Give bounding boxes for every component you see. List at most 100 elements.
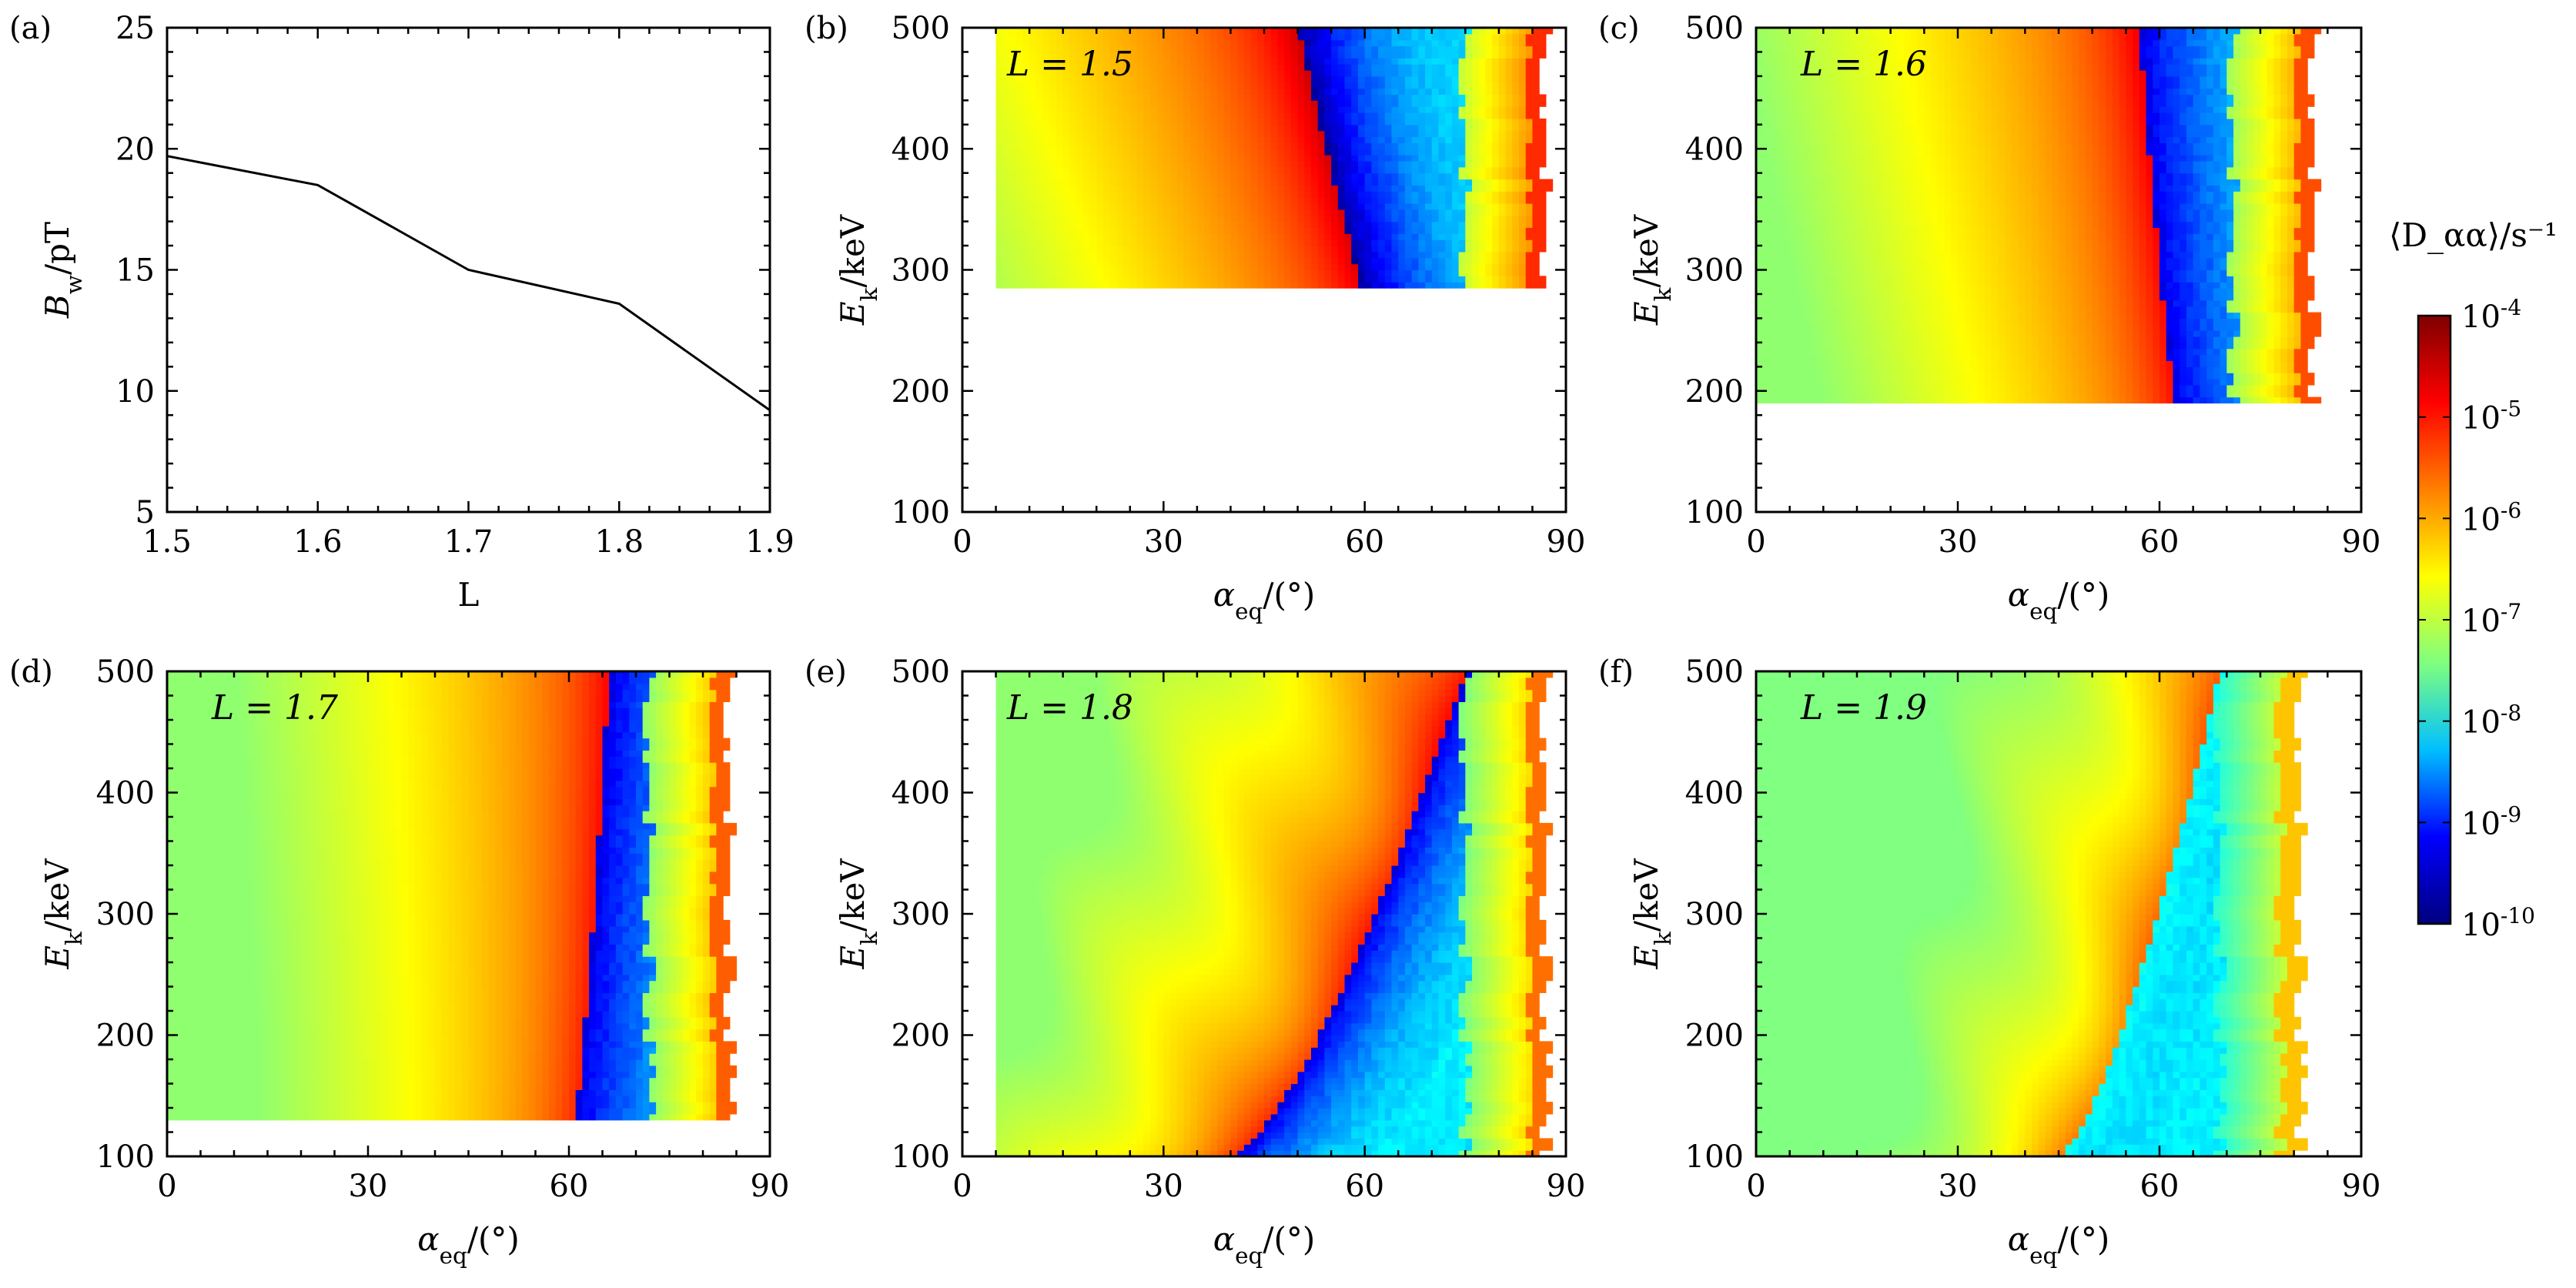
y-tick-label: 20 [115,132,155,167]
heatmap-cell [1836,100,1845,107]
heatmap-cell [1411,130,1419,138]
heatmap-cell [1883,45,1892,53]
heatmap-cell [1022,52,1030,59]
heatmap-cell [1404,197,1413,204]
heatmap-cell [1465,233,1473,240]
heatmap-cell [1210,209,1218,216]
heatmap-cell [1304,100,1312,107]
heatmap-cell [1136,124,1144,132]
heatmap-cell [1196,33,1205,41]
heatmap-cell [1337,197,1346,204]
heatmap-cell [1270,28,1279,35]
heatmap-cell [1870,318,1878,325]
heatmap-cell [1257,203,1265,210]
heatmap-cell [1465,94,1473,101]
heatmap-cell [1890,251,1898,259]
heatmap-cell [1250,215,1258,222]
heatmap-cell [1364,112,1372,119]
heatmap-cell [1762,64,1771,71]
heatmap-cell [1290,75,1299,83]
heatmap-cell [1136,64,1144,71]
heatmap-cell [1532,227,1540,234]
heatmap-cell [1498,276,1507,283]
heatmap-cell [1836,191,1845,198]
heatmap-cell [1897,58,1905,65]
heatmap-cell [1284,197,1292,204]
heatmap-cell [1776,45,1784,53]
heatmap-cell [1863,354,1872,362]
heatmap-cell [1519,185,1527,192]
heatmap-cell [1789,209,1797,216]
heatmap-cell [1109,64,1117,71]
heatmap-cell [1525,263,1534,271]
heatmap-cell [1264,58,1272,65]
heatmap-cell [1230,246,1238,253]
heatmap-cell [1897,209,1905,216]
heatmap-cell [1762,336,1771,343]
heatmap-cell [1404,160,1413,168]
heatmap-cell [1123,227,1131,234]
heatmap-cell [1310,263,1319,271]
heatmap-cell [1857,124,1865,132]
heatmap-cell [1331,215,1339,222]
heatmap-cell [1762,155,1771,162]
heatmap-cell [1769,106,1777,113]
heatmap-cell [1371,64,1379,71]
heatmap-cell [1257,39,1265,47]
heatmap-cell [1803,366,1811,373]
heatmap-cell [1843,39,1851,47]
heatmap-cell [1190,263,1198,271]
heatmap-cell [1029,75,1037,83]
heatmap-cell [1210,106,1218,113]
heatmap-cell [1870,58,1878,65]
heatmap-cell [1337,70,1346,77]
heatmap-cell [1357,39,1366,47]
heatmap-cell [1217,82,1225,89]
heatmap-cell [1803,130,1811,138]
heatmap-cell [1883,354,1892,362]
heatmap-cell [995,45,1003,53]
heatmap-cell [1096,239,1104,246]
heatmap-cell [1102,227,1111,234]
heatmap-cell [1472,136,1480,143]
heatmap-cell [1378,166,1386,174]
heatmap-cell [1883,366,1892,373]
heatmap-cell [1364,149,1372,156]
heatmap-cell [1863,324,1872,331]
heatmap-cell [1015,263,1023,271]
heatmap-cell [1022,185,1030,192]
heatmap-cell [1863,209,1872,216]
heatmap-cell [1445,282,1453,289]
heatmap-cell [1009,233,1017,240]
heatmap-cell [1304,239,1312,246]
heatmap-cell [1237,191,1245,198]
heatmap-cell [1782,160,1791,168]
heatmap-cell [1096,185,1104,192]
heatmap-cell [1863,257,1872,265]
heatmap-cell [1277,282,1285,289]
heatmap-cell [1203,197,1211,204]
heatmap-cell [1062,52,1070,59]
heatmap-cell [1762,39,1771,47]
heatmap-cell [1776,100,1784,107]
heatmap-cell [1850,130,1858,138]
heatmap-cell [1816,246,1824,253]
heatmap-cell [1250,233,1258,240]
heatmap-cell [1042,155,1050,162]
heatmap-cell [1883,160,1892,168]
heatmap-cell [1830,142,1838,149]
heatmap-cell [1519,191,1527,198]
heatmap-cell [1816,64,1824,71]
heatmap-cell [1458,276,1466,283]
heatmap-cell [1870,312,1878,319]
heatmap-cell [1009,28,1017,35]
heatmap-cell [1223,118,1232,125]
heatmap-cell [1445,179,1453,186]
heatmap-cell [1310,75,1319,83]
heatmap-cell [1809,64,1818,71]
heatmap-cell [1076,221,1084,229]
heatmap-cell [995,64,1003,71]
heatmap-cell [1843,45,1851,53]
heatmap-cell [1116,257,1124,265]
heatmap-cell [1317,136,1325,143]
